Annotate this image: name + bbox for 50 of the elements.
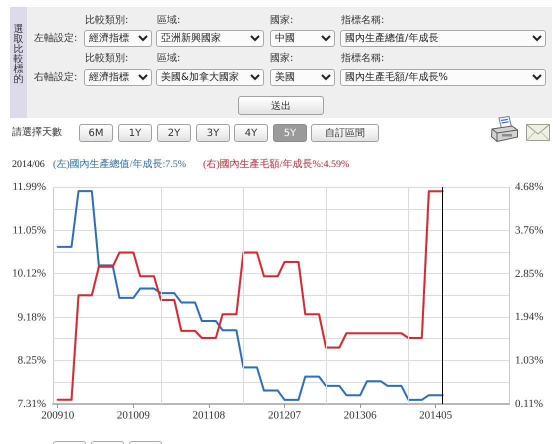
text: 左軸設定: <box>34 32 78 45</box>
text: 2Y <box>157 124 191 142</box>
y2-tick-label: 0.11% <box>515 398 544 410</box>
y2-tick-label: 1.94% <box>515 311 544 324</box>
text: 送出 <box>238 96 324 115</box>
y-tick-label: 10.12% <box>12 268 46 280</box>
text: (左)國內生產總值/年成長:7.5% <box>53 158 186 171</box>
text: (右)國內生產毛額/年成長%:4.59% <box>203 158 350 171</box>
text: 區域: <box>157 52 180 65</box>
text: 經濟指標 <box>84 69 152 86</box>
text: 指標名稱: <box>341 52 384 65</box>
text: 請選擇天數 <box>12 126 62 139</box>
text: 國內生產毛額/年成長% <box>340 69 546 86</box>
text: 中國 <box>270 30 335 47</box>
text: 1Y <box>118 124 152 142</box>
text: 6M <box>79 124 113 142</box>
text: 經濟指標 <box>84 30 152 47</box>
y-tick-label: 7.31% <box>18 398 46 410</box>
y-tick-label: 9.18% <box>18 311 46 324</box>
text: 國家: <box>270 52 294 65</box>
text: 亞洲新興國家 <box>156 30 264 47</box>
x-tick-label: 200910 <box>41 410 75 422</box>
text: 區域: <box>157 14 180 27</box>
text: 指標名稱: <box>341 14 384 27</box>
x-tick-label: 201108 <box>192 410 226 422</box>
text: 選取比較標的 <box>13 24 24 85</box>
y-tick-label: 11.99% <box>12 181 46 193</box>
x-tick-label: 201009 <box>116 410 150 422</box>
y2-tick-label: 3.76% <box>515 224 544 237</box>
text: 5Y <box>273 124 307 142</box>
text: 2014/06 <box>12 158 45 171</box>
text: 國家: <box>270 14 294 27</box>
text: 比較類別: <box>85 52 128 65</box>
y2-tick-label: 1.03% <box>515 354 544 366</box>
text: 美國 <box>270 69 335 86</box>
y-tick-label: 8.25% <box>18 354 46 366</box>
y-tick-label: 11.05% <box>12 224 46 237</box>
text: 國內生產總值/年成長 <box>340 30 546 47</box>
line-series <box>56 190 444 401</box>
y2-tick-label: 4.68% <box>515 181 544 193</box>
x-tick-label: 201306 <box>344 410 378 422</box>
y2-tick-label: 2.85% <box>515 268 544 280</box>
x-tick-label: 201405 <box>419 410 453 422</box>
x-tick-label: 201207 <box>268 410 302 422</box>
text: 4Y <box>234 124 268 142</box>
text: 美國&加拿大國家 <box>156 69 264 86</box>
text: 自訂區間 <box>311 124 379 142</box>
text: 右軸設定: <box>34 71 78 84</box>
text: 3Y <box>196 124 230 142</box>
text: 比較類別: <box>85 14 128 27</box>
